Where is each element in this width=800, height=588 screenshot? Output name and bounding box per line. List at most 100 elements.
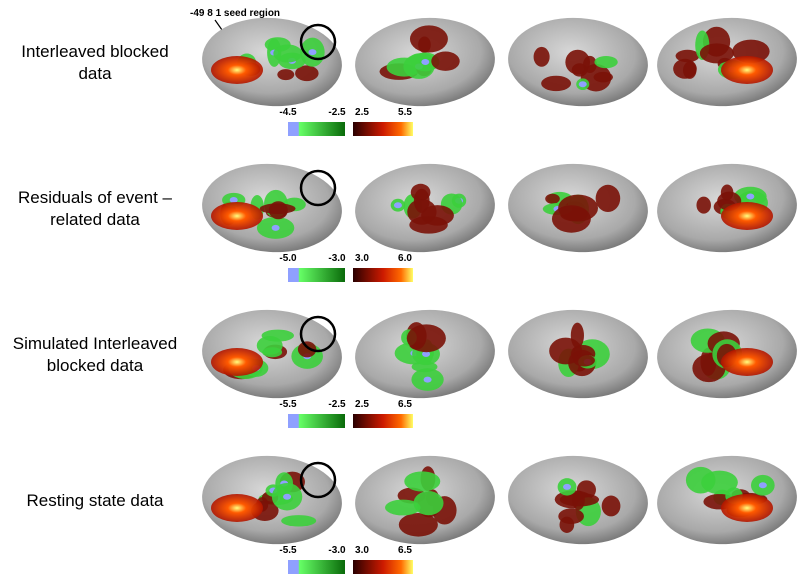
- seed-circle: [299, 23, 337, 61]
- positive-cluster: [699, 43, 734, 64]
- colorbar-positive: [353, 122, 413, 136]
- row-label: blocked data: [47, 356, 144, 375]
- colorbar-negative: [288, 414, 345, 428]
- negative-cluster: [594, 56, 618, 69]
- positive-cluster: [413, 188, 430, 213]
- hot-cluster: [721, 494, 773, 522]
- peak-cluster: [393, 202, 402, 209]
- negative-cluster: [404, 471, 441, 492]
- hot-cluster: [211, 56, 263, 84]
- positive-cluster: [573, 354, 595, 367]
- colorbar-tick-label: 5.5: [398, 107, 412, 118]
- colorbar-tick-label: 3.0: [355, 545, 369, 556]
- colorbar-negative: [288, 560, 345, 574]
- colorbar-tick-label: -3.0: [328, 545, 346, 556]
- colorbar-tick-label: -2.5: [328, 107, 346, 118]
- colorbar-tick-label: 6.5: [398, 545, 412, 556]
- peak-cluster: [423, 376, 432, 383]
- positive-cluster: [421, 205, 454, 226]
- hot-cluster: [721, 348, 773, 376]
- brain-view: [202, 309, 342, 399]
- colorbar-tick-label: 6.5: [398, 399, 412, 410]
- positive-cluster: [696, 196, 711, 214]
- brain-view: [508, 455, 648, 545]
- peak-cluster: [746, 193, 755, 200]
- colorbar-positive: [353, 560, 413, 574]
- colorbar-tick-label: 6.0: [398, 253, 412, 264]
- colorbar-tick-label: 3.0: [355, 253, 369, 264]
- seed-circle: [299, 315, 337, 353]
- positive-cluster: [406, 324, 446, 353]
- negative-cluster: [411, 361, 438, 373]
- row-label: Resting state data: [26, 491, 164, 510]
- brain-view: [657, 309, 797, 399]
- positive-cluster: [595, 184, 621, 213]
- positive-cluster: [418, 36, 431, 53]
- hot-cluster: [211, 348, 263, 376]
- positive-cluster: [565, 49, 590, 75]
- row-label: related data: [50, 210, 140, 229]
- seed-circle: [299, 461, 337, 499]
- negative-cluster: [273, 44, 303, 63]
- positive-cluster: [601, 495, 621, 517]
- peak-cluster: [422, 351, 431, 358]
- positive-cluster: [558, 508, 584, 525]
- positive-cluster: [572, 490, 585, 510]
- brain-view: [355, 17, 495, 107]
- colorbar-tick-label: -5.5: [279, 399, 297, 410]
- positive-cluster: [570, 322, 584, 349]
- hot-cluster: [211, 494, 263, 522]
- brain-view: [202, 455, 342, 545]
- colorbar-tick-label: 2.5: [355, 399, 369, 410]
- positive-cluster: [297, 341, 317, 358]
- colorbar-tick-label: -5.0: [279, 253, 297, 264]
- negative-cluster: [281, 515, 317, 527]
- colorbar-tick-label: -2.5: [328, 399, 346, 410]
- brain-view: [355, 163, 495, 253]
- hot-cluster: [721, 202, 773, 230]
- peak-cluster: [563, 483, 572, 490]
- colorbar-tick-label: -4.5: [279, 107, 297, 118]
- seed-circle: [299, 169, 337, 207]
- hot-cluster: [211, 202, 263, 230]
- positive-cluster: [558, 194, 598, 222]
- brain-view: [508, 17, 648, 107]
- row-label: data: [78, 64, 112, 83]
- brain-view: [355, 455, 495, 545]
- negative-cluster: [685, 466, 716, 494]
- colorbar-tick-label: -3.0: [328, 253, 346, 264]
- peak-cluster: [308, 49, 317, 56]
- positive-cluster: [683, 61, 697, 79]
- colorbar-negative: [288, 122, 345, 136]
- peak-cluster: [283, 493, 292, 500]
- row-label: Interleaved blocked: [21, 42, 168, 61]
- positive-cluster: [541, 75, 572, 92]
- peak-cluster: [271, 224, 280, 231]
- negative-cluster: [256, 336, 283, 355]
- peak-cluster: [758, 482, 767, 489]
- colorbar-positive: [353, 414, 413, 428]
- row-label: Simulated Interleaved: [13, 334, 177, 353]
- colorbar-negative: [288, 268, 345, 282]
- hot-cluster: [721, 56, 773, 84]
- colorbar-tick-label: 2.5: [355, 107, 369, 118]
- brain-view: [657, 455, 797, 545]
- negative-cluster: [413, 491, 444, 516]
- colorbar-tick-label: -5.5: [279, 545, 297, 556]
- brain-view: [508, 309, 648, 399]
- colorbar-positive: [353, 268, 413, 282]
- positive-cluster: [295, 65, 319, 82]
- brain-view: [508, 163, 648, 253]
- brain-view: [657, 163, 797, 253]
- brain-view: [202, 163, 342, 253]
- positive-cluster: [259, 203, 296, 214]
- row-label: Residuals of event –: [18, 188, 173, 207]
- positive-cluster: [431, 51, 460, 71]
- seed-annotation: -49 8 1 seed region: [190, 8, 280, 19]
- peak-cluster: [229, 197, 238, 204]
- positive-cluster: [533, 46, 550, 67]
- peak-cluster: [578, 81, 587, 88]
- brain-view: [657, 17, 797, 107]
